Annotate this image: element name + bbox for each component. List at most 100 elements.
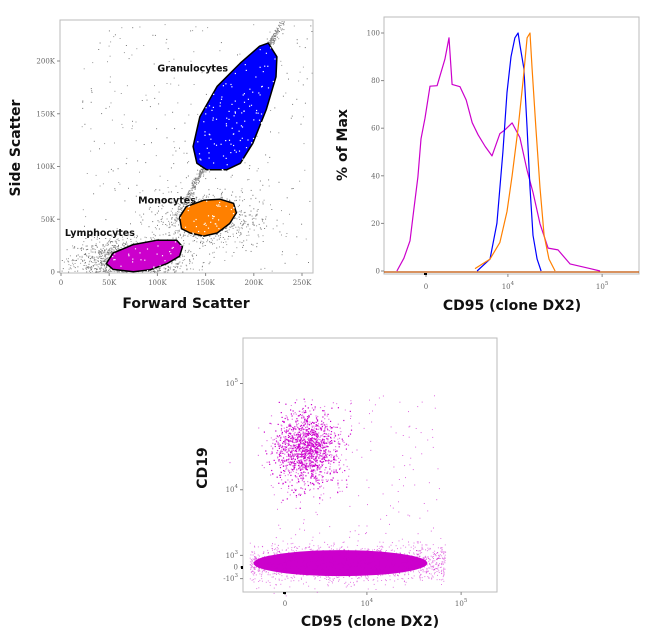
event-dot <box>155 189 157 191</box>
event-dot <box>360 571 362 573</box>
event-dot <box>276 219 278 221</box>
event-dot <box>296 574 298 575</box>
event-dot <box>288 441 290 443</box>
event-dot <box>311 430 313 432</box>
event-dot <box>281 433 283 435</box>
event-dot <box>291 489 293 491</box>
event-dot <box>391 564 392 566</box>
event-dot <box>332 561 334 563</box>
event-dot <box>301 480 303 482</box>
event-dot <box>385 550 387 551</box>
event-dot <box>437 574 438 576</box>
event-dot <box>319 566 321 568</box>
event-dot <box>309 551 311 553</box>
event-dot <box>264 569 266 571</box>
event-dot <box>130 223 131 225</box>
event-dot <box>318 445 320 447</box>
event-dot <box>122 236 124 238</box>
event-dot <box>309 489 311 491</box>
event-dot <box>270 563 272 564</box>
event-dot <box>183 244 185 246</box>
event-dot <box>344 470 346 472</box>
event-dot <box>303 450 305 453</box>
event-dot <box>414 546 416 548</box>
event-dot <box>303 443 305 445</box>
gate-event-dot <box>212 216 214 218</box>
event-dot <box>98 250 100 252</box>
event-dot <box>293 547 295 548</box>
event-dot <box>132 120 133 122</box>
event-dot <box>290 425 292 428</box>
gate-event-dot <box>216 225 218 227</box>
event-dot <box>178 236 180 238</box>
event-dot <box>304 432 306 434</box>
event-dot <box>431 568 433 570</box>
event-dot <box>145 94 147 96</box>
event-dot <box>324 427 326 429</box>
event-dot <box>321 461 323 463</box>
event-dot <box>371 562 373 563</box>
event-dot <box>305 466 307 468</box>
gate-event-dot <box>225 140 227 142</box>
event-dot <box>406 561 408 563</box>
event-dot <box>360 559 361 561</box>
event-dot <box>402 559 404 561</box>
event-dot <box>303 481 305 483</box>
event-dot <box>309 438 311 440</box>
gate-event-dot <box>234 111 236 113</box>
event-dot <box>72 264 74 266</box>
event-dot <box>302 464 304 466</box>
event-dot <box>88 257 89 259</box>
event-dot <box>283 24 285 26</box>
tick-label: 50K <box>102 279 117 287</box>
event-dot <box>373 565 375 567</box>
event-dot <box>195 180 197 182</box>
event-dot <box>150 271 152 273</box>
event-dot <box>402 435 404 436</box>
event-dot <box>315 444 317 446</box>
event-dot <box>371 555 373 557</box>
event-dot <box>221 230 223 231</box>
event-dot <box>304 435 307 437</box>
event-dot <box>252 579 254 581</box>
event-dot <box>313 469 315 471</box>
event-dot <box>345 443 348 445</box>
event-dot <box>244 211 246 213</box>
event-dot <box>174 213 176 215</box>
event-dot <box>440 550 442 552</box>
event-dot <box>100 261 102 263</box>
event-dot <box>107 250 109 252</box>
event-dot <box>326 561 328 563</box>
event-dot <box>145 237 147 239</box>
event-dot <box>330 431 333 433</box>
event-dot <box>137 160 139 162</box>
tick-label: 150K <box>36 110 55 118</box>
event-dot <box>316 479 318 481</box>
event-dot <box>399 552 401 554</box>
event-dot <box>261 445 263 447</box>
event-dot <box>341 438 343 440</box>
event-dot <box>419 550 420 552</box>
event-dot <box>97 260 99 262</box>
event-dot <box>327 460 329 462</box>
gate-event-dot <box>218 204 220 206</box>
event-dot <box>390 549 392 551</box>
event-dot <box>305 448 307 450</box>
event-dot <box>174 147 176 149</box>
event-dot <box>298 555 299 557</box>
event-dot <box>303 438 305 440</box>
event-dot <box>418 558 420 560</box>
event-dot <box>338 461 340 463</box>
event-dot <box>282 483 284 485</box>
event-dot <box>300 501 301 503</box>
event-dot <box>284 578 286 580</box>
event-dot <box>441 584 442 585</box>
event-dot <box>351 560 353 562</box>
event-dot <box>207 27 209 29</box>
event-dot <box>305 449 307 451</box>
event-dot <box>272 40 274 42</box>
event-dot <box>174 218 176 220</box>
event-dot <box>356 568 358 570</box>
event-dot <box>302 468 304 470</box>
event-dot <box>381 545 383 547</box>
